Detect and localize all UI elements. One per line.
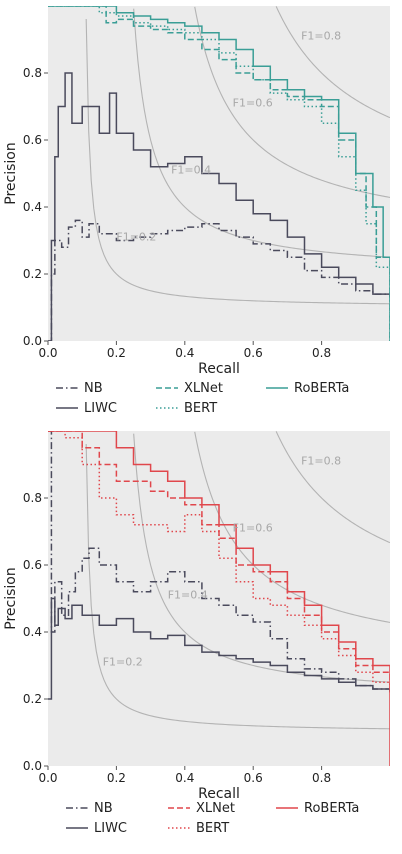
legend-label-nb: NB [94,801,113,816]
x-tick-label: 0.6 [244,346,263,360]
series-line-nb [48,431,390,693]
iso-f1-label: F1=0.4 [171,164,211,177]
legend: NB LIWC XLNet BERT RoBERTa [56,381,349,416]
legend-label-xlnet: XLNet [196,801,235,816]
legend-label-bert: BERT [184,401,217,416]
y-tick-label: 0.8 [23,491,42,505]
iso-f1-curve [275,6,390,119]
y-tick-label: 0.0 [23,334,42,348]
iso-f1-curve [85,18,390,305]
pr-chart-top: F1=0.2 F1=0.4 F1=0.6 F1=0.8 0.0 0.2 0.4 0.6 0.8 0… [3,6,390,416]
y-tick-label: 0.2 [23,692,42,706]
y-tick-label: 0.4 [23,625,42,639]
iso-f1-label: F1=0.8 [301,30,341,43]
iso-f1-label: F1=0.8 [301,455,341,468]
x-tick-label: 0.4 [175,771,194,785]
chart-panel-bottom: F1=0.2 F1=0.4 F1=0.6 F1=0.8 0.0 0.2 0.4 0.6 0.8 0… [0,425,402,850]
legend-label-liwc: LIWC [94,821,127,836]
legend-label-liwc: LIWC [84,401,117,416]
x-tick-label: 0.6 [244,771,263,785]
y-tick-label: 0.0 [23,759,42,773]
iso-f1-label: F1=0.6 [233,522,273,535]
series-line-nb [48,219,390,341]
iso-f1-curve [133,8,390,258]
y-tick-label: 0.8 [23,66,42,80]
iso-f1-curve [85,443,390,730]
y-tick-label: 0.6 [23,133,42,147]
x-tick-label: 0.0 [38,346,57,360]
chart-panel-top: F1=0.2 F1=0.4 F1=0.6 F1=0.8 0.0 0.2 0.4 0.6 0.8 0… [0,0,402,425]
iso-f1-label: F1=0.4 [168,589,208,602]
x-tick-label: 0.8 [312,771,331,785]
x-axis-label: Recall [198,361,240,377]
legend: NB LIWC XLNet BERT RoBERTa [66,801,359,836]
series-line-liwc [48,597,390,700]
legend-label-roberta: RoBERTa [304,801,359,816]
legend-label-roberta: RoBERTa [294,381,349,396]
y-tick-label: 0.6 [23,558,42,572]
x-tick-label: 0.8 [312,346,331,360]
iso-f1-label: F1=0.6 [233,97,273,110]
series-line-liwc [48,72,390,341]
iso-f1-label: F1=0.2 [103,656,143,669]
iso-f1-curve [133,433,390,683]
x-axis-label: Recall [198,786,240,802]
iso-f1-curve [194,6,390,198]
series-line-roberta [48,431,390,766]
x-tick-label: 0.0 [38,771,57,785]
pr-chart-bottom: F1=0.2 F1=0.4 F1=0.6 F1=0.8 0.0 0.2 0.4 0.6 0.8 0… [3,431,390,836]
y-axis-label: Precision [3,142,19,204]
iso-f1-curve [275,431,390,544]
iso-f1-label: F1=0.2 [116,231,156,244]
series-line-roberta [48,6,390,341]
x-tick-label: 0.2 [107,771,126,785]
legend-label-bert: BERT [196,821,229,836]
legend-label-nb: NB [84,381,103,396]
legend-label-xlnet: XLNet [184,381,223,396]
x-tick-label: 0.2 [107,346,126,360]
y-tick-label: 0.2 [23,267,42,281]
series-line-bert [48,6,390,341]
x-tick-label: 0.4 [175,346,194,360]
y-tick-label: 0.4 [23,200,42,214]
y-axis-label: Precision [3,567,19,629]
iso-f1-curve [194,431,390,623]
series-line-bert [48,431,390,693]
